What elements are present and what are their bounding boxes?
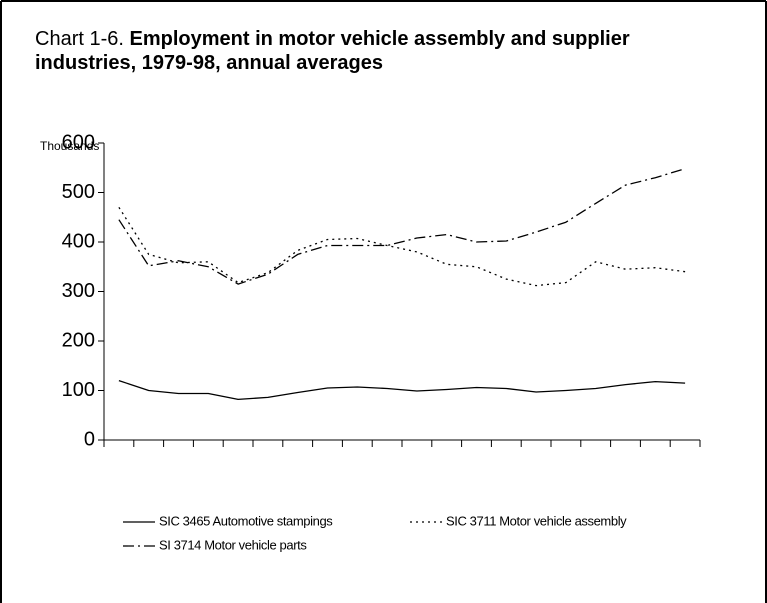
legend-label: SIC 3711 Motor vehicle assembly [446,513,627,528]
y-tick-label: 0 [84,428,95,450]
y-tick-label: 300 [62,280,95,302]
y-axis-label: Thousands [40,139,99,153]
y-tick-label: 500 [62,181,95,203]
series-line [118,379,686,401]
title-number: Chart 1-6. [35,28,124,50]
legend-label: SIC 3465 Automotive stampings [159,513,333,528]
title-text: Employment in motor vehicle assembly and… [35,28,630,74]
series-line [118,168,686,285]
series-line [118,206,686,287]
y-tick-label: 400 [62,230,95,252]
y-tick-label: 600 [62,131,95,153]
y-tick-label: 100 [62,379,95,401]
chart-title: Chart 1-6. Employment in motor vehicle a… [35,27,675,75]
legend-label: SI 3714 Motor vehicle parts [159,537,307,552]
y-tick-label: 200 [62,329,95,351]
